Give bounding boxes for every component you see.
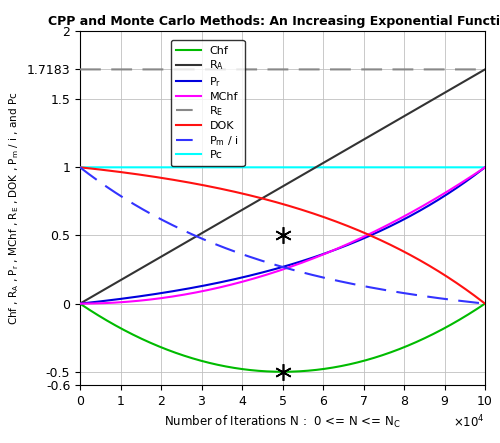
Title: CPP and Monte Carlo Methods: An Increasing Exponential Function: CPP and Monte Carlo Methods: An Increasi… xyxy=(48,16,500,28)
X-axis label: Number of Iterations N :  0 <= N <= N$_\mathregular{C}$: Number of Iterations N : 0 <= N <= N$_\m… xyxy=(164,414,401,430)
Text: $\times10^4$: $\times10^4$ xyxy=(454,414,485,430)
Legend: Chf, R$_\mathregular{A}$, P$_\mathregular{r}$, MChf, R$_\mathregular{E}$, DOK, P: Chf, R$_\mathregular{A}$, P$_\mathregula… xyxy=(170,40,244,166)
Y-axis label: Chf , R$_\mathregular{A}$ , P$_\mathregular{r}$ , MChf , R$_\mathregular{E}$ , D: Chf , R$_\mathregular{A}$ , P$_\mathregu… xyxy=(8,92,21,325)
